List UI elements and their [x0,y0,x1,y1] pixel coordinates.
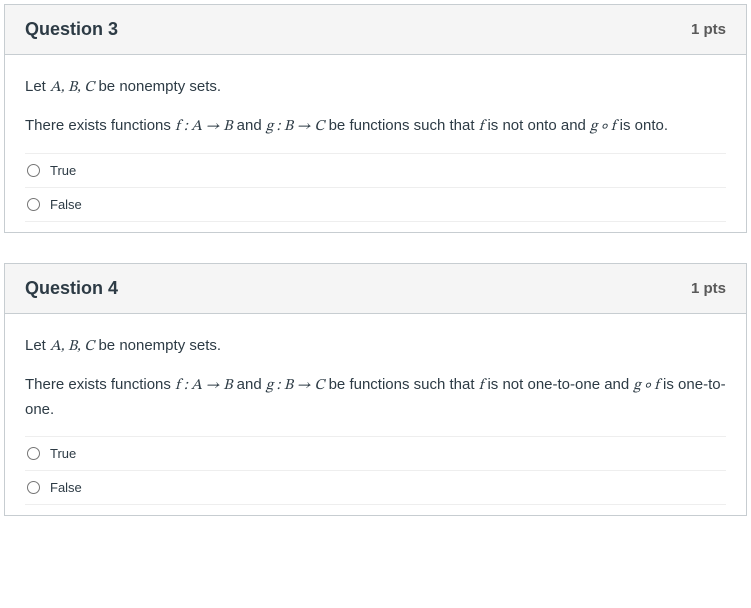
question-card: Question 3 1 pts Let A, B, C be nonempty… [4,4,747,233]
question-stem: Let A, B, C be nonempty sets. There exis… [25,334,726,422]
answer-label: False [50,480,82,495]
question-card: Question 4 1 pts Let A, B, C be nonempty… [4,263,747,516]
answer-label: True [50,163,76,178]
radio-false[interactable] [27,198,40,211]
stem-text: and [232,376,265,393]
math-g: g : B → C [266,119,325,134]
stem-text: is not one-to-one and [483,376,633,393]
math-f: f : A → B [175,119,232,134]
question-stem: Let A, B, C be nonempty sets. There exis… [25,75,726,139]
answer-option-true[interactable]: True [25,153,726,187]
question-title: Question 4 [25,278,118,299]
stem-line-2: There exists functions f : A → B and g :… [25,373,726,422]
answer-option-false[interactable]: False [25,470,726,505]
question-header: Question 3 1 pts [5,5,746,55]
stem-text: There exists functions [25,117,175,134]
question-body: Let A, B, C be nonempty sets. There exis… [5,314,746,515]
math-comp: g ∘ f [590,119,615,134]
answer-label: True [50,446,76,461]
stem-text: There exists functions [25,376,175,393]
radio-true[interactable] [27,164,40,177]
answer-list: True False [25,436,726,505]
radio-true[interactable] [27,447,40,460]
radio-false[interactable] [27,481,40,494]
stem-text: be nonempty sets. [94,337,221,354]
answer-label: False [50,197,82,212]
math-comp: g ∘ f [633,378,658,393]
stem-text: be functions such that [324,376,478,393]
answer-option-false[interactable]: False [25,187,726,222]
question-points: 1 pts [691,21,726,38]
question-header: Question 4 1 pts [5,264,746,314]
math-sets: A, B, C [50,339,94,354]
stem-line-1: Let A, B, C be nonempty sets. [25,334,726,359]
stem-text: be functions such that [324,117,478,134]
math-sets: A, B, C [50,80,94,95]
stem-line-2: There exists functions f : A → B and g :… [25,114,726,139]
stem-text: Let [25,78,50,95]
math-g: g : B → C [266,378,325,393]
question-body: Let A, B, C be nonempty sets. There exis… [5,55,746,232]
stem-text: Let [25,337,50,354]
question-title: Question 3 [25,19,118,40]
stem-text: is onto. [616,117,669,134]
stem-text: be nonempty sets. [94,78,221,95]
question-points: 1 pts [691,280,726,297]
answer-list: True False [25,153,726,222]
stem-text: is not onto and [483,117,590,134]
answer-option-true[interactable]: True [25,436,726,470]
math-f: f : A → B [175,378,232,393]
stem-line-1: Let A, B, C be nonempty sets. [25,75,726,100]
stem-text: and [232,117,265,134]
